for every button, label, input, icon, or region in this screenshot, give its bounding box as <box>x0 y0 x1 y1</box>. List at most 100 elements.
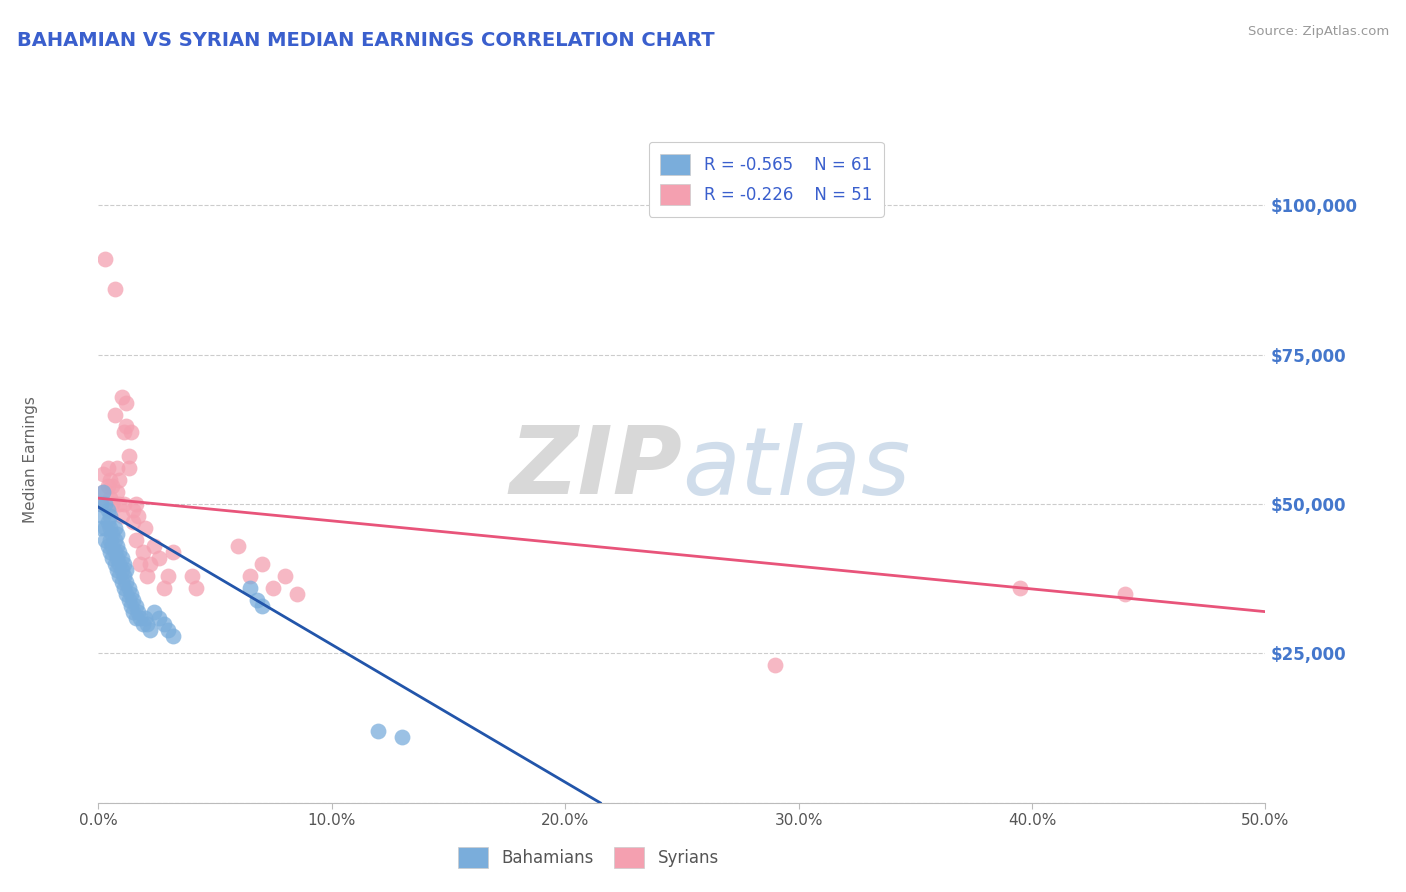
Point <box>101 550 124 565</box>
Point <box>152 616 174 631</box>
Point <box>101 497 124 511</box>
Point <box>122 515 145 529</box>
Point <box>228 539 250 553</box>
Point <box>129 557 152 571</box>
Point <box>120 599 142 613</box>
Point <box>157 569 180 583</box>
Point <box>274 569 297 583</box>
Point <box>391 730 413 744</box>
Legend: Bahamians, Syrians: Bahamians, Syrians <box>451 840 725 875</box>
Point <box>105 485 128 500</box>
Point <box>157 623 180 637</box>
Text: BAHAMIAN VS SYRIAN MEDIAN EARNINGS CORRELATION CHART: BAHAMIAN VS SYRIAN MEDIAN EARNINGS CORRE… <box>17 31 714 50</box>
Point <box>108 473 131 487</box>
Point <box>91 485 114 500</box>
Point <box>97 539 120 553</box>
Point <box>239 569 262 583</box>
Point <box>262 581 284 595</box>
Point <box>104 521 127 535</box>
Point <box>98 521 121 535</box>
Point <box>134 521 156 535</box>
Point <box>111 563 134 577</box>
Point <box>105 563 128 577</box>
Point <box>148 610 170 624</box>
Point <box>132 616 155 631</box>
Point <box>94 252 117 267</box>
Point <box>91 485 114 500</box>
Point <box>118 450 141 464</box>
Point <box>97 515 120 529</box>
Point <box>91 467 114 482</box>
Point <box>125 497 148 511</box>
Point <box>139 623 162 637</box>
Point <box>112 581 135 595</box>
Point <box>112 569 135 583</box>
Point <box>125 533 148 547</box>
Text: ZIP: ZIP <box>509 422 682 515</box>
Point <box>105 527 128 541</box>
Point <box>90 521 112 535</box>
Point <box>122 592 145 607</box>
Point <box>91 509 114 524</box>
Point <box>90 497 112 511</box>
Point <box>97 479 120 493</box>
Point <box>1114 587 1136 601</box>
Point <box>98 473 121 487</box>
Point <box>98 533 121 547</box>
Point <box>122 605 145 619</box>
Point <box>105 461 128 475</box>
Point <box>112 425 135 440</box>
Point <box>136 569 159 583</box>
Point <box>1010 581 1032 595</box>
Point <box>108 497 131 511</box>
Point <box>122 503 145 517</box>
Text: atlas: atlas <box>682 423 910 514</box>
Point <box>108 545 131 559</box>
Point <box>104 557 127 571</box>
Point <box>97 503 120 517</box>
Point <box>120 425 142 440</box>
Point <box>104 533 127 547</box>
Point <box>105 539 128 553</box>
Point <box>143 539 166 553</box>
Point <box>94 521 117 535</box>
Point <box>180 569 202 583</box>
Point <box>98 509 121 524</box>
Point <box>104 408 127 422</box>
Point <box>101 539 124 553</box>
Point <box>115 395 138 409</box>
Point <box>115 574 138 589</box>
Point <box>115 419 138 434</box>
Point <box>239 581 262 595</box>
Point <box>104 282 127 296</box>
Point <box>108 557 131 571</box>
Point <box>118 592 141 607</box>
Point <box>143 605 166 619</box>
Point <box>118 461 141 475</box>
Point <box>250 599 273 613</box>
Point <box>112 497 135 511</box>
Point <box>111 574 134 589</box>
Text: Median Earnings: Median Earnings <box>24 396 38 523</box>
Point <box>125 610 148 624</box>
Point <box>132 545 155 559</box>
Point <box>162 545 184 559</box>
Point <box>162 628 184 642</box>
Point <box>186 581 208 595</box>
Point <box>111 509 134 524</box>
Point <box>127 605 149 619</box>
Point <box>111 550 134 565</box>
Point <box>285 587 308 601</box>
Point <box>101 479 124 493</box>
Point <box>115 563 138 577</box>
Point <box>97 461 120 475</box>
Point <box>120 587 142 601</box>
Point <box>367 724 389 739</box>
Point <box>148 550 170 565</box>
Point <box>136 616 159 631</box>
Point <box>125 599 148 613</box>
Point <box>129 610 152 624</box>
Point <box>98 545 121 559</box>
Point <box>139 557 162 571</box>
Point <box>134 610 156 624</box>
